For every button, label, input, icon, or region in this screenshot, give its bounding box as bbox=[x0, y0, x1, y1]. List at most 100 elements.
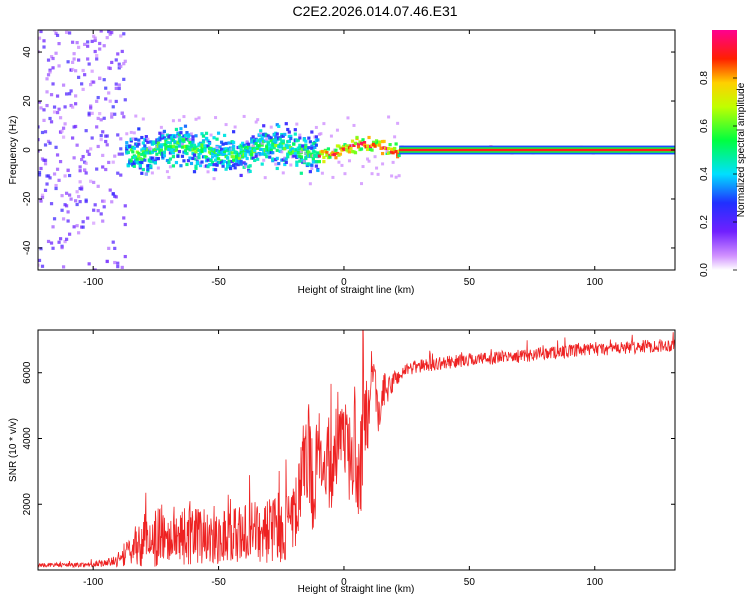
spectrogram-cell bbox=[250, 153, 254, 157]
spectrogram-cell bbox=[316, 168, 320, 173]
spectrogram-cell bbox=[194, 164, 198, 168]
colorbar-tick-label: 0.0 bbox=[699, 263, 710, 277]
spectrogram-cell bbox=[39, 199, 43, 203]
spectrogram-cell bbox=[280, 150, 284, 154]
spectrogram-cell bbox=[391, 151, 395, 155]
spectrogram-cell bbox=[102, 78, 106, 82]
spectrogram-cell bbox=[322, 160, 326, 164]
spectrogram-cell bbox=[232, 147, 236, 152]
spectrogram-cell bbox=[54, 51, 58, 55]
spectrogram-cell bbox=[122, 62, 126, 66]
spectrogram-cell bbox=[298, 133, 302, 137]
spectrogram-cell bbox=[71, 136, 75, 140]
spectrogram-cell bbox=[179, 127, 183, 131]
spectrogram-cell bbox=[64, 237, 69, 241]
snr-x-tick-label: 0 bbox=[341, 577, 347, 588]
spectrogram-cell bbox=[38, 173, 42, 177]
spectrogram-cell bbox=[86, 216, 90, 220]
spectrogram-cell bbox=[149, 147, 153, 151]
spectrogram-cell bbox=[266, 140, 270, 144]
spectrogram-cell bbox=[159, 145, 163, 149]
spectrogram-cell bbox=[48, 176, 52, 180]
spectrogram-cell bbox=[134, 137, 138, 141]
spectrogram-cell bbox=[119, 64, 123, 69]
spectrogram-cell bbox=[219, 147, 224, 151]
spectrogram-cell bbox=[45, 77, 49, 81]
spectrogram-cell bbox=[305, 147, 309, 151]
spectrogram-cell bbox=[81, 225, 85, 229]
spectrogram-cell bbox=[52, 217, 57, 221]
spectrogram-cell bbox=[114, 86, 118, 90]
spectrogram-y-tick-label: -40 bbox=[22, 240, 33, 255]
spectrogram-cell bbox=[96, 209, 100, 213]
spectrogram-cell bbox=[57, 107, 61, 111]
spectrogram-cell bbox=[83, 42, 87, 46]
spectrogram-cell bbox=[55, 153, 60, 157]
spectrogram-y-tick-label: -20 bbox=[22, 191, 33, 206]
spectrogram-cell bbox=[77, 58, 81, 62]
spectrogram-cell bbox=[377, 143, 382, 147]
spectrogram-cell bbox=[204, 131, 209, 135]
spectrogram-cell bbox=[233, 125, 237, 129]
spectrogram-cell bbox=[183, 133, 188, 138]
spectrogram-cell bbox=[84, 129, 88, 133]
spectrogram-cell bbox=[284, 157, 288, 161]
spectrogram-cell bbox=[129, 148, 133, 152]
spectrogram-cell bbox=[239, 162, 243, 166]
spectrogram-cell bbox=[254, 141, 258, 146]
spectrogram-cell bbox=[101, 130, 105, 134]
spectrogram-cell bbox=[347, 150, 352, 154]
spectrogram-cell bbox=[271, 157, 275, 161]
spectrogram-cell bbox=[51, 66, 55, 70]
spectrogram-cell bbox=[274, 143, 278, 148]
spectrogram-cell bbox=[49, 55, 54, 59]
spectrogram-cell bbox=[203, 149, 207, 153]
spectrogram-cell bbox=[77, 194, 81, 199]
spectrogram-cell bbox=[96, 144, 100, 149]
spectrogram-cell bbox=[72, 156, 76, 160]
spectrogram-cell bbox=[40, 264, 45, 268]
spectrogram-cell bbox=[89, 104, 93, 108]
spectrogram-cell bbox=[367, 159, 371, 163]
spectrogram-cell bbox=[104, 167, 108, 172]
spectrogram-cell bbox=[123, 222, 127, 227]
spectrogram-cell bbox=[201, 140, 206, 144]
spectrogram-cell bbox=[393, 146, 397, 151]
spectrogram-cell bbox=[194, 145, 198, 149]
spectrogram-cell bbox=[71, 67, 75, 72]
spectrogram-cell bbox=[280, 145, 284, 149]
snr-y-tick-label: 2000 bbox=[22, 493, 33, 516]
spectrogram-cell bbox=[95, 53, 99, 58]
spectrogram-cell bbox=[49, 93, 54, 97]
spectrogram-cell bbox=[337, 160, 341, 164]
spectrogram-cell bbox=[331, 175, 335, 179]
colorbar-tick-label: 0.8 bbox=[699, 71, 710, 85]
spectrogram-cell bbox=[102, 199, 106, 203]
spectrogram-cell bbox=[332, 152, 337, 157]
spectrogram-cell bbox=[51, 225, 55, 229]
spectrogram-cell bbox=[89, 83, 93, 87]
spectrogram-cell bbox=[328, 155, 332, 159]
spectrogram-cell bbox=[283, 147, 287, 151]
spectrogram-cell bbox=[381, 162, 385, 166]
spectrogram-cell bbox=[218, 145, 222, 149]
spectrogram-cell bbox=[248, 164, 252, 168]
spectrogram-cell bbox=[247, 142, 251, 146]
spectrogram-cell bbox=[225, 165, 230, 169]
spectrogram-cell bbox=[74, 124, 78, 129]
spectrogram-cell bbox=[55, 110, 60, 115]
spectrogram-cell bbox=[186, 159, 191, 163]
spectrogram-cell bbox=[147, 158, 151, 162]
spectrogram-cell bbox=[99, 134, 103, 138]
spectrogram-cell bbox=[137, 138, 141, 142]
spectrogram-cell bbox=[89, 147, 93, 151]
spectrogram-cell bbox=[290, 147, 294, 151]
spectrogram-y-tick-label: 0 bbox=[22, 147, 33, 153]
spectrogram-cell bbox=[146, 140, 150, 144]
spectrogram-cell bbox=[137, 142, 141, 146]
spectrogram-cell bbox=[49, 202, 54, 206]
spectrogram-cell bbox=[171, 144, 176, 148]
spectrogram-cell bbox=[286, 145, 290, 150]
spectrogram-cell bbox=[69, 89, 73, 93]
spectrogram-y-tick-label: 20 bbox=[22, 95, 33, 107]
